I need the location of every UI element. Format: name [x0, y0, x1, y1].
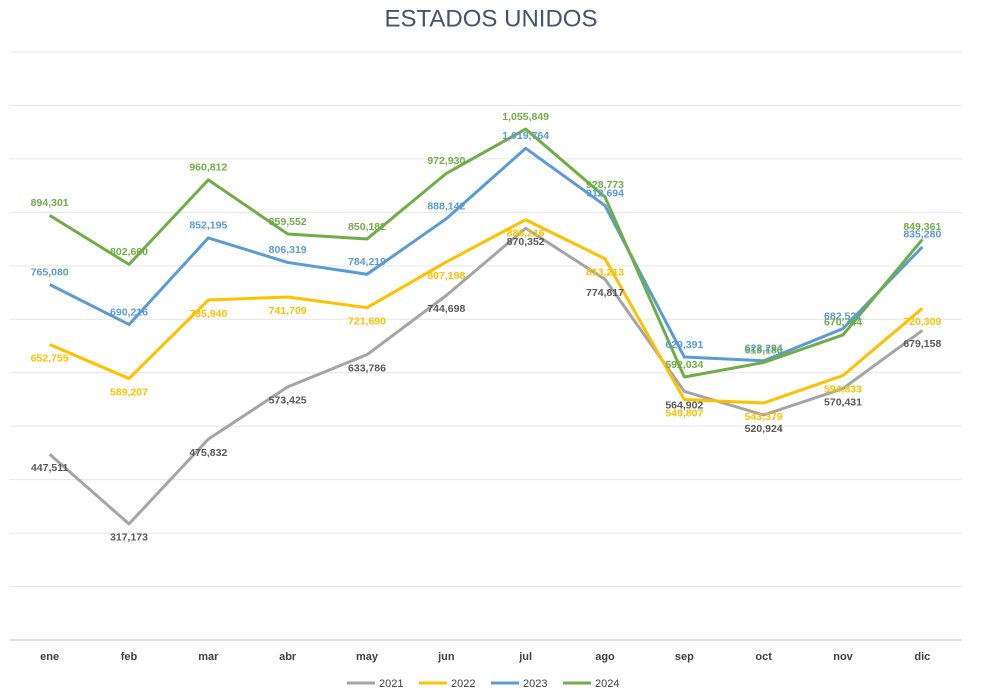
- data-label: 774,817: [586, 287, 624, 299]
- data-label: 835,280: [903, 229, 941, 241]
- x-tick-label: jun: [437, 651, 455, 663]
- series-line: [48, 146, 924, 363]
- data-label: 573,425: [269, 395, 307, 407]
- data-label: 543,379: [745, 411, 783, 423]
- data-label: 813,213: [586, 267, 624, 279]
- data-label: 765,080: [31, 266, 69, 278]
- data-label: 629,391: [665, 339, 703, 351]
- x-tick-label: may: [356, 651, 379, 663]
- data-label: 870,352: [507, 236, 545, 248]
- data-label: 741,709: [269, 305, 307, 317]
- data-label: 549,807: [665, 407, 703, 419]
- data-label: 1,019,764: [502, 130, 549, 142]
- data-label: 802,660: [110, 246, 148, 258]
- data-label: 850,182: [348, 221, 386, 233]
- data-label: 633,786: [348, 362, 386, 374]
- x-tick-label: nov: [833, 651, 853, 663]
- x-tick-label: oct: [755, 651, 772, 663]
- data-label: 564,902: [665, 399, 703, 411]
- data-label: 784,219: [348, 256, 386, 268]
- data-label: 520,924: [745, 423, 783, 435]
- x-tick-label: ago: [595, 651, 615, 663]
- data-label: 682,521: [824, 310, 862, 322]
- data-label: 888,142: [427, 200, 465, 212]
- data-label: 894,301: [31, 197, 69, 209]
- legend-label: 2022: [451, 678, 475, 690]
- data-label: 806,319: [269, 244, 307, 256]
- chart-title: ESTADOS UNIDOS: [385, 5, 598, 32]
- data-label: 475,832: [189, 447, 227, 459]
- x-tick-label: feb: [121, 651, 138, 663]
- data-label: 594,833: [824, 383, 862, 395]
- legend-label: 2024: [595, 678, 619, 690]
- data-label: 619,186: [745, 344, 783, 356]
- data-label: 720,309: [903, 316, 941, 328]
- data-label: 721,690: [348, 315, 386, 327]
- data-label: 679,158: [903, 338, 941, 350]
- x-tick-label: sep: [675, 651, 694, 663]
- data-label: 859,552: [269, 216, 307, 228]
- data-label: 1,055,849: [502, 111, 549, 123]
- data-label: 670,744: [824, 317, 862, 329]
- data-label: 690,216: [110, 306, 148, 318]
- series-line: [48, 127, 924, 379]
- x-tick-label: ene: [40, 651, 59, 663]
- data-label: 852,195: [189, 220, 227, 232]
- x-tick-label: jul: [518, 651, 532, 663]
- data-label: 972,930: [427, 155, 465, 167]
- data-label: 849,361: [903, 221, 941, 233]
- x-tick-label: dic: [914, 651, 930, 663]
- data-label: 589,207: [110, 386, 148, 398]
- legend-label: 2023: [523, 678, 547, 690]
- data-label: 886,216: [507, 228, 545, 240]
- legend-label: 2021: [379, 678, 403, 690]
- data-label: 622,294: [745, 343, 783, 355]
- data-label: 317,173: [110, 532, 148, 544]
- x-tick-label: mar: [198, 651, 219, 663]
- data-label: 744,698: [427, 303, 465, 315]
- series-line: [49, 218, 924, 405]
- data-label: 447,511: [31, 462, 69, 474]
- data-label: 960,812: [189, 162, 227, 174]
- x-tick-label: abr: [279, 651, 297, 663]
- data-label: 807,198: [427, 270, 465, 282]
- series-line: [48, 226, 924, 526]
- data-label: 912,694: [586, 187, 624, 199]
- data-label: 570,431: [824, 396, 862, 408]
- data-label: 652,755: [31, 352, 69, 364]
- data-label: 735,940: [189, 308, 227, 320]
- data-label: 592,034: [665, 359, 703, 371]
- data-label: 928,773: [586, 179, 624, 191]
